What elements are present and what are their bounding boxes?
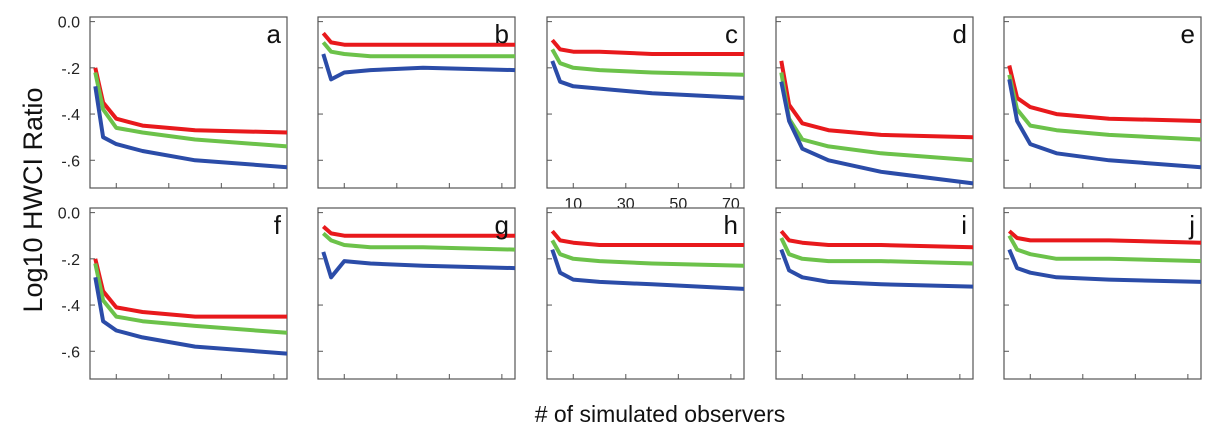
panel-frame bbox=[317, 207, 516, 380]
y-axis-label: Log10 HWCI Ratio bbox=[18, 87, 48, 312]
panel-letter: a bbox=[267, 19, 282, 49]
y-tick-label: -.2 bbox=[61, 61, 80, 78]
panel-frame bbox=[317, 16, 516, 189]
panel-e: e bbox=[1003, 16, 1202, 189]
panel-frame bbox=[546, 16, 745, 189]
panel-frame bbox=[775, 207, 974, 380]
series-line-red bbox=[1007, 229, 1202, 245]
series-line-red bbox=[1007, 65, 1202, 123]
series-line-blue bbox=[550, 248, 745, 291]
series-line-red bbox=[779, 60, 974, 140]
series-line-blue bbox=[779, 248, 974, 289]
series-line-blue bbox=[321, 53, 516, 82]
panel-f: 0.0 -.2 -.4 -.6 f bbox=[58, 206, 288, 380]
panel-frame bbox=[1003, 207, 1202, 380]
panel-letter: b bbox=[495, 19, 509, 49]
series-line-blue bbox=[779, 81, 974, 186]
panel-frame bbox=[1003, 16, 1202, 189]
series-line-red bbox=[550, 229, 744, 247]
series-line-red bbox=[321, 225, 515, 238]
panel-g: g bbox=[317, 207, 516, 380]
panel-i: i bbox=[775, 207, 974, 380]
series-line-blue bbox=[1007, 248, 1202, 284]
panel-letter: c bbox=[725, 19, 738, 49]
panel-d: d bbox=[775, 16, 974, 189]
series-line-green bbox=[93, 263, 288, 335]
panel-letter: e bbox=[1181, 19, 1195, 49]
panel-letter: j bbox=[1188, 210, 1195, 240]
panel-grid: 0.0 -.2 -.4 -.6 a b 10 30 50 70c d e 0.0 -.2 -.4 -.6 f g h… bbox=[58, 15, 1202, 380]
panel-letter: i bbox=[961, 210, 967, 240]
series-line-green bbox=[321, 41, 515, 59]
series-line-green bbox=[550, 239, 745, 268]
panel-letter: h bbox=[724, 210, 738, 240]
panel-a: 0.0 -.2 -.4 -.6 a bbox=[58, 15, 288, 189]
y-tick-label: 0.0 bbox=[58, 15, 80, 32]
series-line-blue bbox=[550, 60, 745, 100]
series-line-red bbox=[779, 229, 974, 250]
y-tick-label: -.4 bbox=[61, 107, 80, 124]
panel-frame bbox=[775, 16, 974, 189]
series-line-red bbox=[321, 31, 515, 47]
series-line-blue bbox=[93, 85, 288, 170]
series-line-green bbox=[550, 48, 745, 77]
y-tick-label: -.6 bbox=[61, 344, 80, 361]
series-line-blue bbox=[93, 276, 288, 356]
series-line-green bbox=[93, 72, 288, 149]
series-line-green bbox=[779, 237, 974, 266]
y-tick-label: 0.0 bbox=[58, 206, 80, 223]
y-tick-label: -.2 bbox=[61, 252, 80, 269]
series-line-green bbox=[321, 231, 516, 252]
y-tick-label: -.6 bbox=[61, 153, 80, 170]
y-tick-label: -.4 bbox=[61, 298, 80, 315]
panel-letter: d bbox=[953, 19, 967, 49]
panel-j: j bbox=[1003, 207, 1202, 380]
panel-frame bbox=[89, 16, 288, 189]
series-line-blue bbox=[1007, 79, 1202, 170]
series-line-blue bbox=[321, 251, 516, 280]
panel-letter: f bbox=[274, 210, 282, 240]
panel-frame bbox=[546, 207, 745, 380]
panel-letter: g bbox=[495, 210, 509, 240]
panel-h: h bbox=[546, 207, 745, 380]
series-line-green bbox=[1007, 234, 1202, 264]
panel-c: 10 30 50 70c bbox=[546, 16, 745, 213]
panel-b: b bbox=[317, 16, 516, 189]
series-line-red bbox=[550, 38, 744, 56]
x-axis-label: # of simulated observers bbox=[535, 401, 786, 427]
